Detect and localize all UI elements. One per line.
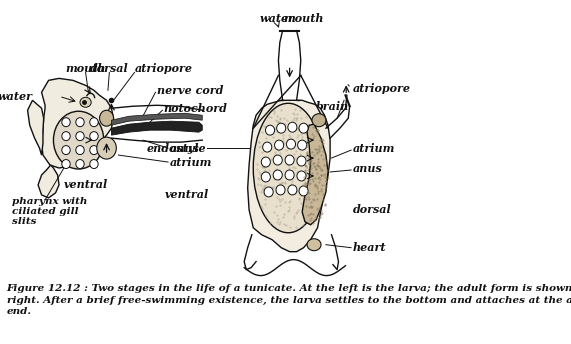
Text: ventral: ventral <box>63 180 108 191</box>
Text: ventral: ventral <box>165 190 209 201</box>
Ellipse shape <box>76 146 84 154</box>
Ellipse shape <box>264 187 273 197</box>
Ellipse shape <box>299 186 308 196</box>
Ellipse shape <box>90 146 98 154</box>
Ellipse shape <box>76 132 84 141</box>
Ellipse shape <box>297 156 306 166</box>
Text: mouth: mouth <box>65 63 106 74</box>
Ellipse shape <box>276 185 285 195</box>
Text: ciliated gill: ciliated gill <box>11 207 78 216</box>
Ellipse shape <box>62 146 70 154</box>
Ellipse shape <box>288 185 297 195</box>
Ellipse shape <box>62 118 70 127</box>
Text: endostyle: endostyle <box>146 143 206 154</box>
Ellipse shape <box>299 123 308 133</box>
Ellipse shape <box>285 170 294 180</box>
Ellipse shape <box>312 114 326 127</box>
Ellipse shape <box>287 139 296 149</box>
Ellipse shape <box>266 125 275 135</box>
Text: mouth: mouth <box>283 13 324 24</box>
Text: water: water <box>260 13 295 24</box>
Ellipse shape <box>273 170 282 180</box>
Polygon shape <box>27 100 43 155</box>
Ellipse shape <box>262 157 271 167</box>
Text: nerve cord: nerve cord <box>157 85 223 96</box>
Text: atrium: atrium <box>170 157 212 168</box>
Text: end.: end. <box>7 308 31 316</box>
Text: anus: anus <box>170 143 199 154</box>
Ellipse shape <box>62 160 70 169</box>
Text: dorsal: dorsal <box>90 63 128 74</box>
Text: water: water <box>0 91 33 102</box>
Text: dorsal: dorsal <box>352 204 391 215</box>
Ellipse shape <box>263 142 272 152</box>
Text: brain: brain <box>316 101 349 112</box>
Text: Figure 12.12 : Two stages in the life of a tunicate. At the left is the larva; t: Figure 12.12 : Two stages in the life of… <box>7 283 571 292</box>
Ellipse shape <box>76 118 84 127</box>
Text: slits: slits <box>11 217 36 226</box>
Ellipse shape <box>62 132 70 141</box>
Ellipse shape <box>254 103 323 233</box>
Ellipse shape <box>277 123 286 133</box>
Ellipse shape <box>285 155 294 165</box>
Ellipse shape <box>54 111 104 169</box>
Ellipse shape <box>262 172 271 182</box>
Ellipse shape <box>80 97 91 107</box>
Ellipse shape <box>90 132 98 141</box>
Ellipse shape <box>297 171 306 181</box>
Ellipse shape <box>307 239 321 251</box>
Text: notochord: notochord <box>164 103 228 114</box>
Ellipse shape <box>76 160 84 169</box>
Text: anus: anus <box>352 162 382 173</box>
Polygon shape <box>111 121 202 135</box>
Text: atriopore: atriopore <box>135 63 192 74</box>
Text: atriopore: atriopore <box>352 83 411 94</box>
Text: pharynx with: pharynx with <box>11 197 87 206</box>
Ellipse shape <box>297 140 307 150</box>
Ellipse shape <box>90 118 98 127</box>
Polygon shape <box>38 165 59 198</box>
Ellipse shape <box>96 137 116 159</box>
Ellipse shape <box>273 155 282 165</box>
Ellipse shape <box>288 122 297 132</box>
Polygon shape <box>42 78 114 168</box>
Text: right. After a brief free-swimming existence, the larva settles to the bottom an: right. After a brief free-swimming exist… <box>7 295 571 304</box>
Ellipse shape <box>275 140 284 150</box>
Polygon shape <box>248 100 330 252</box>
Text: heart: heart <box>352 242 386 253</box>
Polygon shape <box>302 124 328 225</box>
Ellipse shape <box>90 160 98 169</box>
Ellipse shape <box>99 110 114 126</box>
Text: atrium: atrium <box>352 143 395 154</box>
Polygon shape <box>111 113 202 125</box>
